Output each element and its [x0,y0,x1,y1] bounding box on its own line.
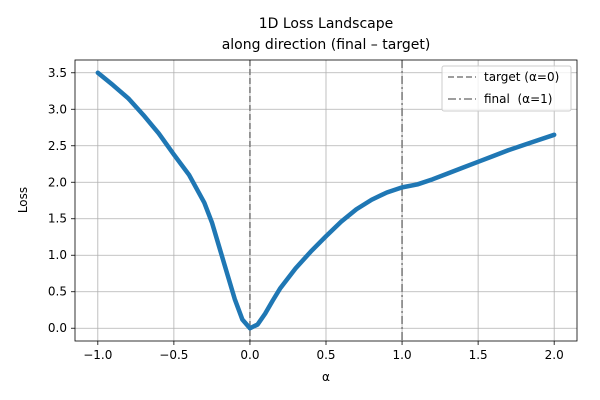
x-tick-label: 2.0 [545,348,564,362]
x-tick-label: −0.5 [159,348,188,362]
y-tick-label: 2.5 [48,139,67,153]
y-axis-label: Loss [16,187,30,213]
series-layer [95,70,557,331]
y-axis-ticks: 0.0 0.5 1.0 1.5 2.0 2.5 3.0 3.5 [48,66,75,335]
y-tick-label: 1.0 [48,248,67,262]
x-tick-label: 0.0 [240,348,259,362]
legend-label-target: target (α=0) [484,70,559,84]
y-tick-label: 3.0 [48,102,67,116]
x-tick-label: −1.0 [83,348,112,362]
y-tick-label: 3.5 [48,66,67,80]
y-tick-label: 2.0 [48,175,67,189]
loss-curve-0 [95,70,557,331]
y-tick-label: 0.0 [48,321,67,335]
reference-lines [249,60,403,341]
legend: target (α=0) final (α=1) [441,65,572,112]
x-tick-label: 1.0 [393,348,412,362]
legend-box [441,65,572,112]
y-tick-label: 1.5 [48,212,67,226]
x-tick-label: 0.5 [316,348,335,362]
y-tick-label: 0.5 [48,285,67,299]
x-tick-label: 1.5 [469,348,488,362]
chart-title-line-2: along direction (final – target) [222,37,431,53]
x-axis-ticks: −1.0 −0.5 0.0 0.5 1.0 1.5 2.0 [83,341,564,362]
chart-title-line-1: 1D Loss Landscape [259,16,394,32]
legend-label-final: final (α=1) [484,92,552,106]
x-axis-label: α [322,370,330,384]
